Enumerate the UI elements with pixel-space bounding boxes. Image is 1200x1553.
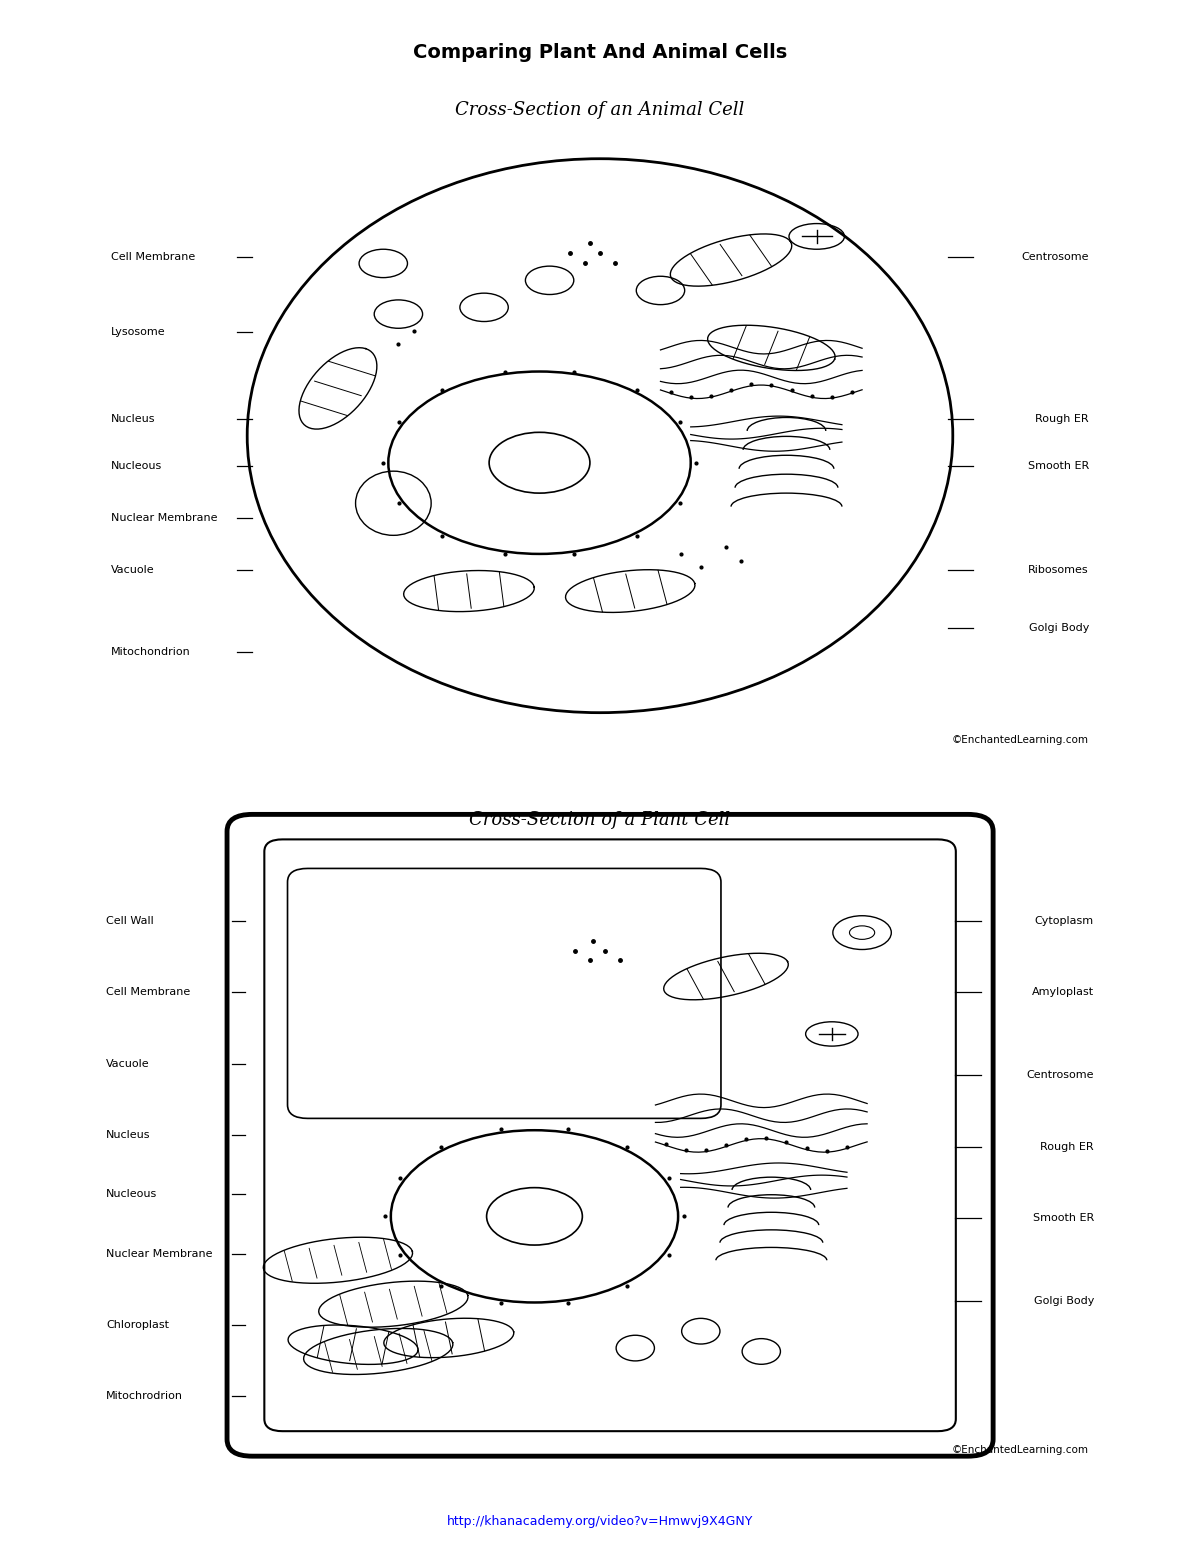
Text: Ribosomes: Ribosomes <box>1028 565 1088 575</box>
Text: Mitochrodrion: Mitochrodrion <box>106 1391 184 1401</box>
Text: Rough ER: Rough ER <box>1040 1141 1094 1152</box>
Text: Smooth ER: Smooth ER <box>1027 461 1088 471</box>
Text: Vacuole: Vacuole <box>106 1059 150 1068</box>
Text: Centrosome: Centrosome <box>1026 1070 1094 1081</box>
Text: Comparing Plant And Animal Cells: Comparing Plant And Animal Cells <box>413 43 787 62</box>
Text: ©EnchantedLearning.com: ©EnchantedLearning.com <box>952 1444 1088 1455</box>
Text: http://khanacademy.org/video?v=Hmwvj9X4GNY: http://khanacademy.org/video?v=Hmwvj9X4G… <box>446 1516 754 1528</box>
Text: Cell Wall: Cell Wall <box>106 916 154 926</box>
Text: Chloroplast: Chloroplast <box>106 1320 169 1329</box>
Text: ©EnchantedLearning.com: ©EnchantedLearning.com <box>952 735 1088 745</box>
Text: Golgi Body: Golgi Body <box>1033 1297 1094 1306</box>
Text: Cytoplasm: Cytoplasm <box>1034 916 1094 926</box>
Text: Cell Membrane: Cell Membrane <box>106 988 191 997</box>
Text: Nuclear Membrane: Nuclear Membrane <box>106 1249 212 1259</box>
Text: Golgi Body: Golgi Body <box>1028 623 1088 634</box>
Text: Nucleous: Nucleous <box>106 1190 157 1199</box>
Text: Mitochondrion: Mitochondrion <box>112 646 191 657</box>
Text: Centrosome: Centrosome <box>1021 252 1088 261</box>
Text: Nucleus: Nucleus <box>112 415 156 424</box>
Text: Rough ER: Rough ER <box>1036 415 1088 424</box>
Text: Smooth ER: Smooth ER <box>1033 1213 1094 1224</box>
Text: Nuclear Membrane: Nuclear Membrane <box>112 512 217 523</box>
Text: Nucleus: Nucleus <box>106 1131 150 1140</box>
Text: Amyloplast: Amyloplast <box>1032 988 1094 997</box>
Text: Cross-Section of a Plant Cell: Cross-Section of a Plant Cell <box>469 811 731 829</box>
Text: Lysosome: Lysosome <box>112 328 166 337</box>
Text: Nucleous: Nucleous <box>112 461 162 471</box>
Text: Cross-Section of an Animal Cell: Cross-Section of an Animal Cell <box>455 101 745 120</box>
Text: Vacuole: Vacuole <box>112 565 155 575</box>
Text: Cell Membrane: Cell Membrane <box>112 252 196 261</box>
